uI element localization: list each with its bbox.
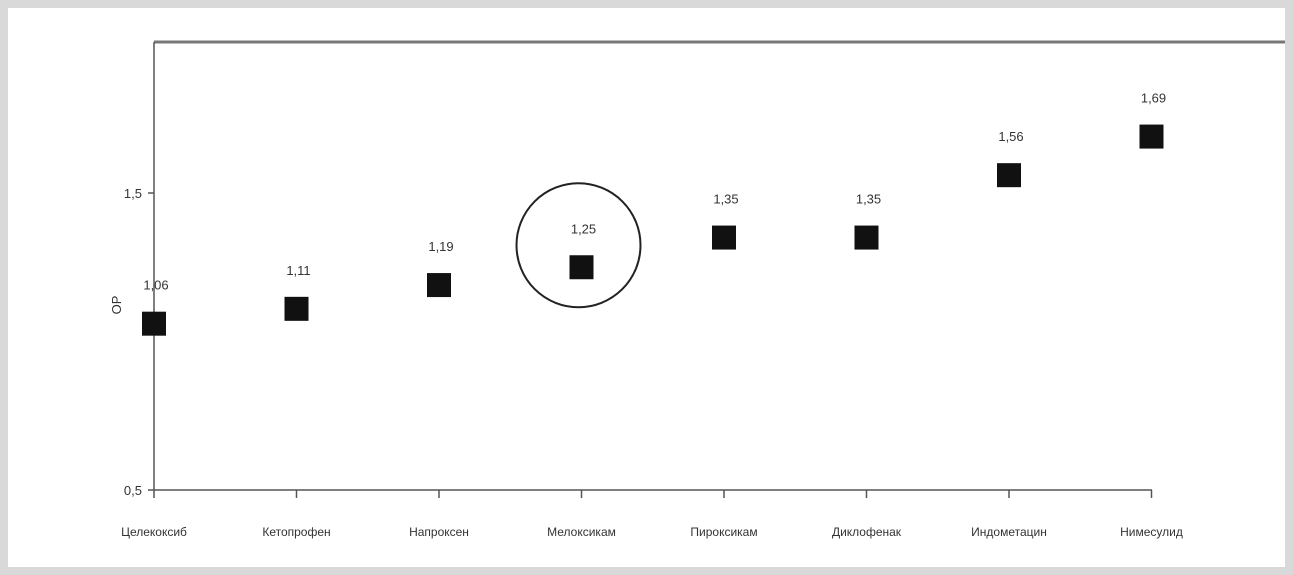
category-label: Целекоксиб	[121, 525, 187, 539]
y-ticks: 1,5 0,5	[124, 186, 154, 498]
data-label: 1,25	[571, 221, 596, 236]
data-points	[142, 124, 1164, 336]
category-label: Индометацин	[971, 525, 1047, 539]
data-point	[427, 273, 451, 298]
data-point	[1139, 124, 1164, 149]
y-axis-label: OP	[109, 296, 124, 315]
data-label: 1,11	[286, 263, 310, 278]
category-label: Кетопрофен	[262, 525, 330, 539]
category-label: Мелоксикам	[547, 525, 616, 539]
data-label: 1,35	[713, 192, 738, 207]
data-label: 1,19	[428, 239, 453, 254]
data-point	[854, 225, 879, 250]
highlight-circle	[515, 182, 642, 309]
category-label: Нимесулид	[1120, 525, 1183, 539]
data-label: 1,35	[856, 192, 881, 207]
data-point	[569, 255, 594, 280]
data-point	[712, 225, 736, 250]
category-label: Диклофенак	[832, 525, 902, 539]
x-ticks	[153, 490, 1153, 498]
y-tick-label: 0,5	[124, 483, 142, 498]
data-label: 1,56	[998, 129, 1023, 144]
data-label: 1,06	[143, 278, 168, 293]
data-point	[142, 311, 166, 336]
data-point	[997, 163, 1021, 188]
data-label: 1,69	[1141, 91, 1166, 106]
data-point	[284, 296, 309, 321]
category-label: Напроксен	[409, 525, 469, 539]
category-labels: Целекоксиб Кетопрофен Напроксен Мелоксикам П…	[121, 525, 1183, 539]
category-label: Пироксикам	[690, 525, 757, 539]
data-labels: 1,06 1,11 1,19 1,25 1,35 1,35 1,56 1,69	[143, 91, 1166, 293]
y-tick-label: 1,5	[124, 186, 142, 201]
